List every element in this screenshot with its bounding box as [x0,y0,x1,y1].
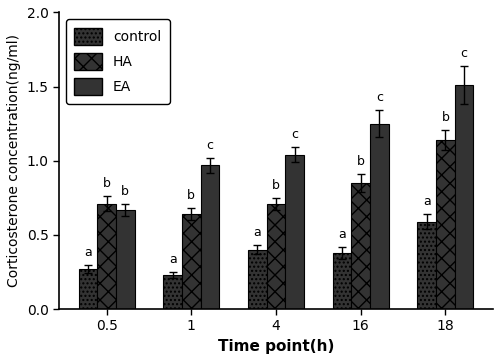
Bar [182,214,201,309]
Text: c: c [291,129,298,142]
Legend: control, HA, EA: control, HA, EA [66,19,170,104]
Text: b: b [188,189,195,202]
Text: c: c [460,47,468,60]
Bar [418,222,436,309]
Text: a: a [169,253,176,266]
Bar [436,140,454,309]
Text: a: a [423,195,430,208]
Bar [352,183,370,309]
Bar [370,124,388,309]
Bar [164,275,182,309]
Bar [78,269,98,309]
Text: b: b [102,177,110,191]
Text: b: b [272,179,280,192]
Text: a: a [84,245,92,258]
Text: b: b [122,185,129,198]
Bar [200,165,219,309]
Text: a: a [254,226,261,239]
Bar [98,204,116,309]
Text: b: b [442,111,450,124]
X-axis label: Time point(h): Time point(h) [218,339,334,354]
Bar [332,253,351,309]
Text: c: c [376,91,383,104]
Bar [286,155,304,309]
Bar [266,204,285,309]
Text: c: c [206,139,214,152]
Text: a: a [338,228,346,241]
Bar [248,250,266,309]
Bar [116,210,134,309]
Bar [454,85,473,309]
Y-axis label: Corticosterone concentration(ng/ml): Corticosterone concentration(ng/ml) [7,34,21,287]
Text: b: b [356,155,364,168]
